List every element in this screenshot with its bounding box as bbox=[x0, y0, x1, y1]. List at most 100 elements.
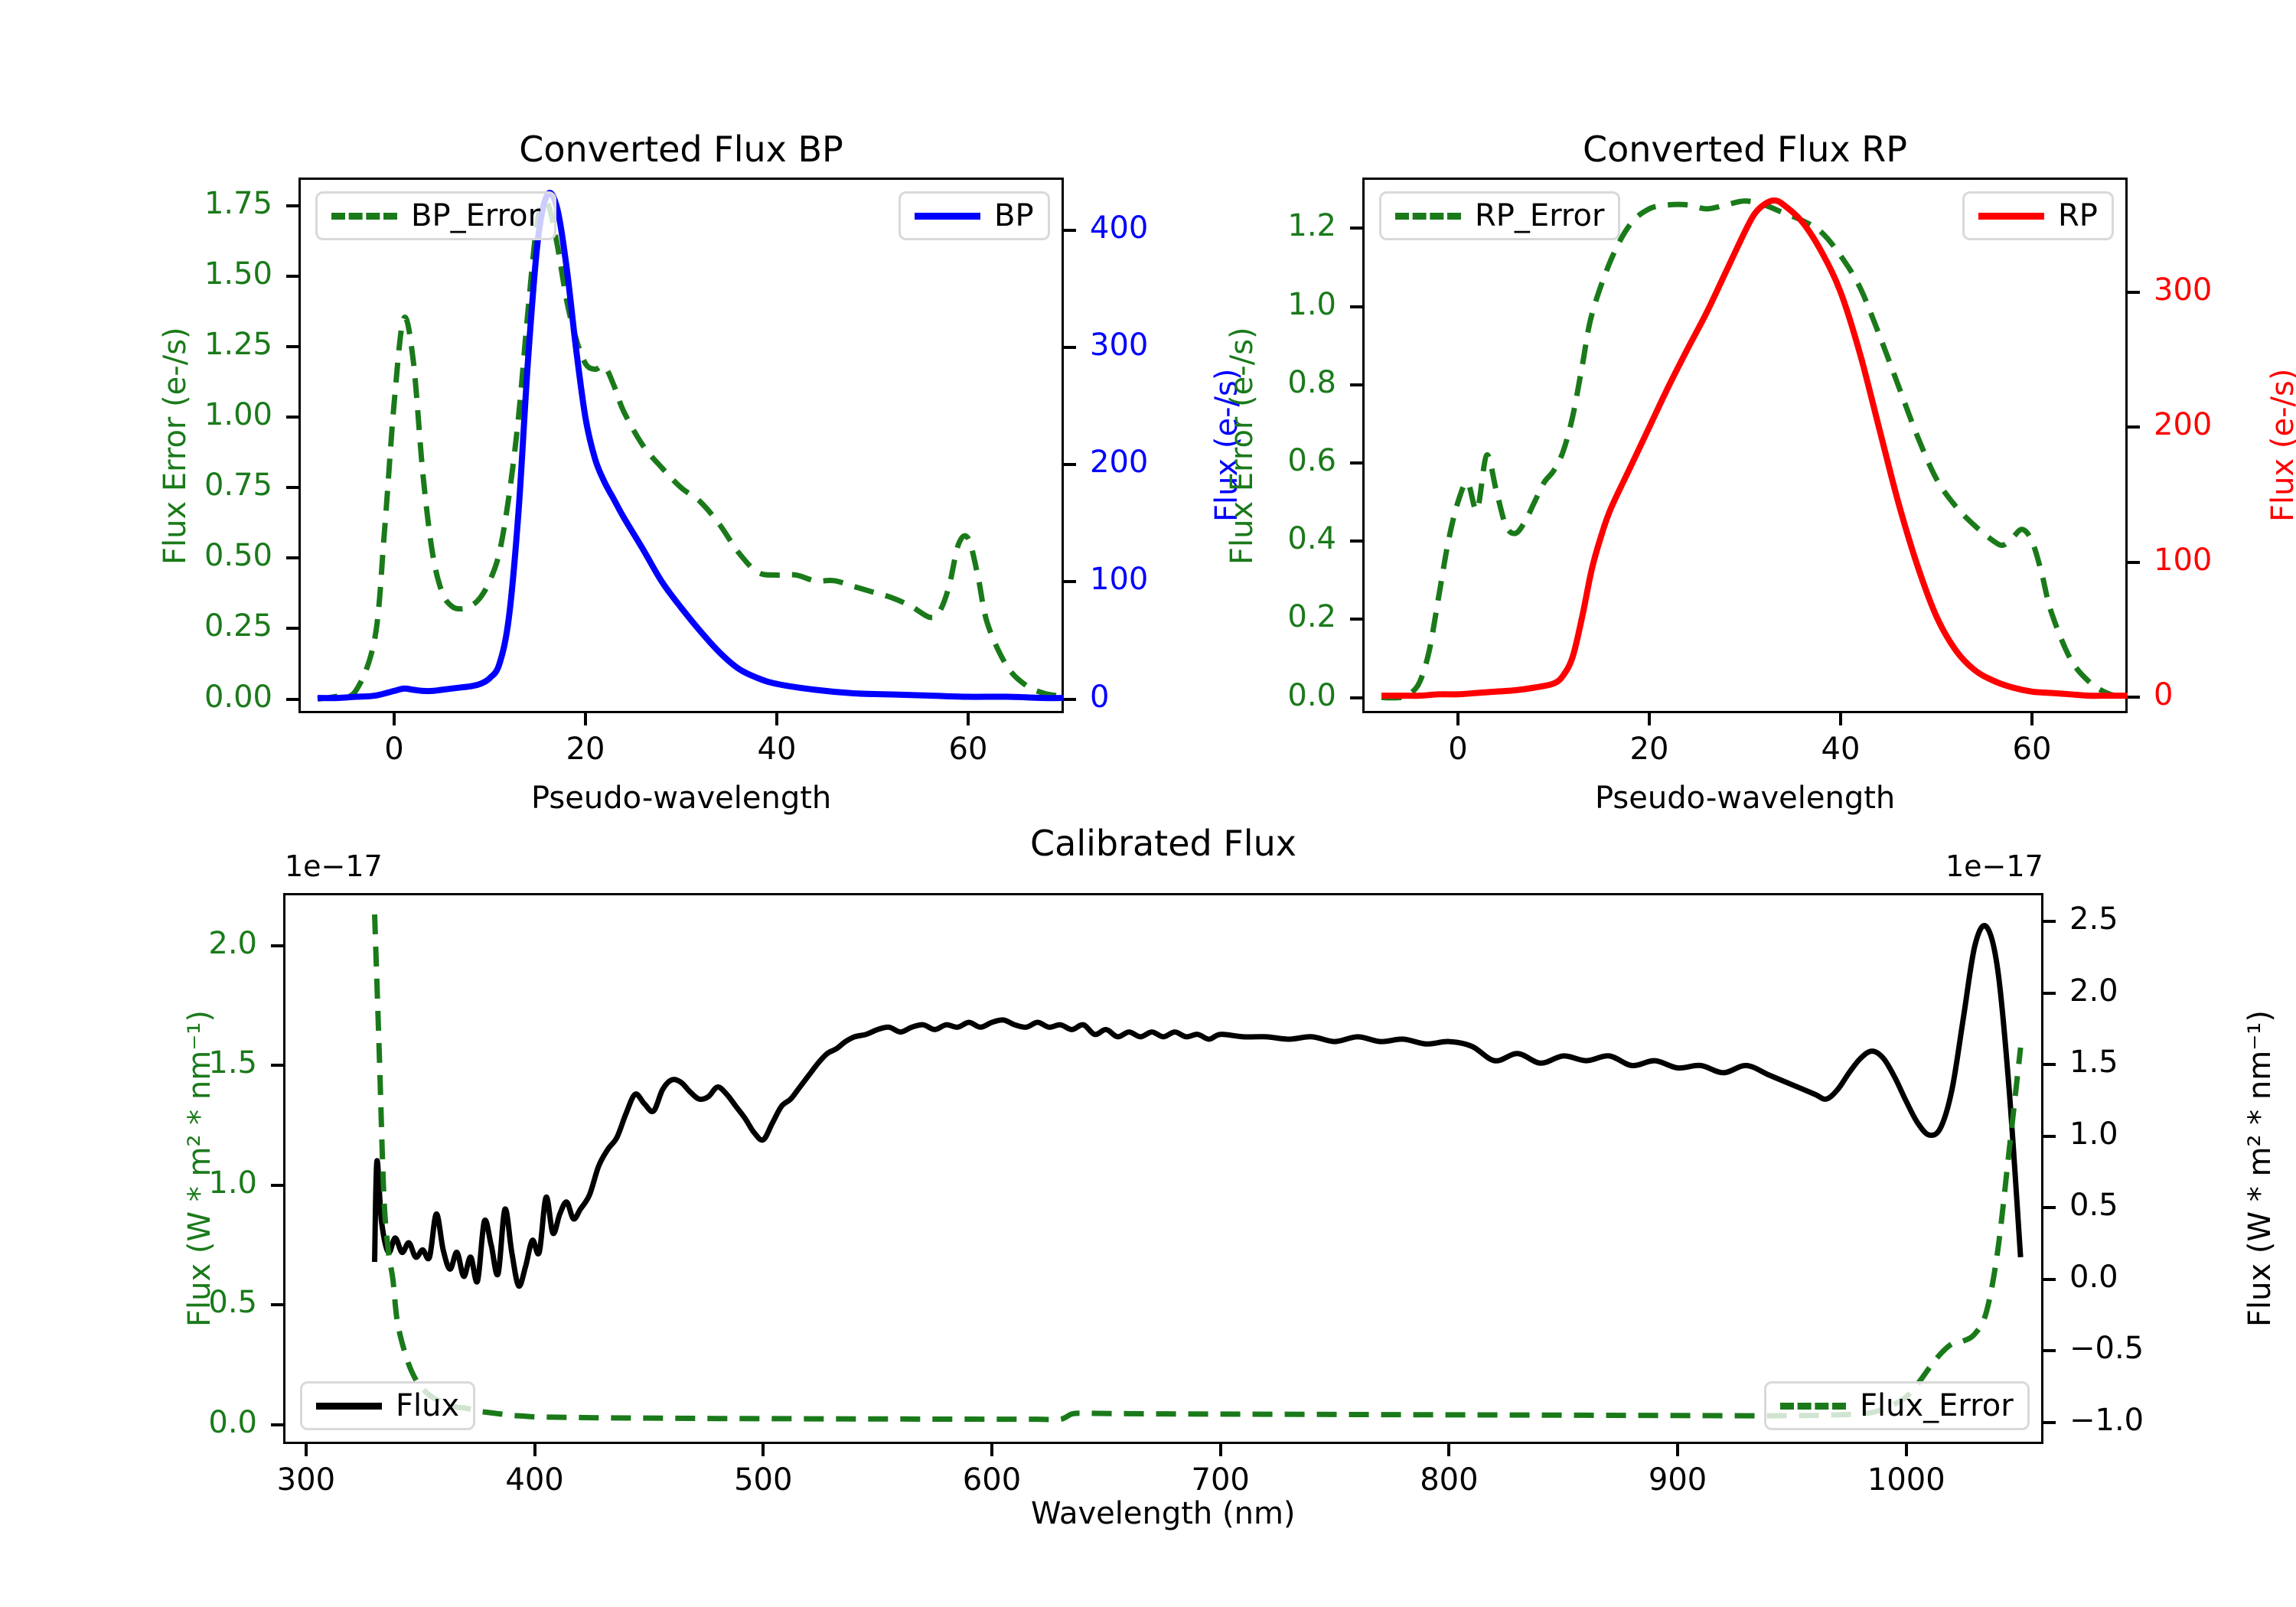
tick-label: 0.00 bbox=[204, 679, 272, 715]
tick-mark bbox=[1064, 463, 1076, 467]
tick-mark bbox=[2128, 290, 2140, 294]
tick-mark bbox=[584, 713, 587, 725]
tick-label: 40 bbox=[1821, 732, 1861, 767]
rp-legend-error[interactable]: RP_Error bbox=[1379, 191, 1621, 240]
tick-mark bbox=[2128, 425, 2140, 429]
tick-mark bbox=[271, 944, 283, 947]
tick-mark bbox=[1218, 1444, 1222, 1456]
tick-label: 300 bbox=[276, 1462, 336, 1498]
tick-mark bbox=[1350, 461, 1362, 464]
tick-label: 1.0 bbox=[208, 1165, 257, 1201]
tick-mark bbox=[1064, 697, 1076, 701]
tick-mark bbox=[2043, 1420, 2056, 1424]
tick-label: −0.5 bbox=[2069, 1331, 2144, 1367]
tick-label: 1.0 bbox=[2069, 1116, 2118, 1152]
series-flux bbox=[371, 923, 2024, 1289]
tick-mark bbox=[1350, 227, 1362, 230]
tick-mark bbox=[286, 556, 298, 560]
tick-label: 0.8 bbox=[1287, 364, 1336, 400]
cal-legend-flux[interactable]: Flux bbox=[300, 1381, 476, 1430]
tick-mark bbox=[286, 204, 298, 207]
tick-label: 200 bbox=[2154, 407, 2213, 443]
series-flux_error bbox=[371, 914, 2024, 1423]
tick-mark bbox=[1456, 713, 1459, 725]
bp-xlabel: Pseudo-wavelength bbox=[531, 781, 832, 816]
tick-label: 100 bbox=[2154, 542, 2213, 578]
tick-label: 0 bbox=[1090, 679, 1110, 715]
tick-label: 0 bbox=[2154, 676, 2174, 712]
cal-legend-flux-error[interactable]: Flux_Error bbox=[1764, 1381, 2030, 1430]
rp-panel-title: Converted Flux RP bbox=[1583, 129, 1907, 170]
bp-legend-bp[interactable]: BP bbox=[899, 191, 1050, 240]
rp-xlabel: Pseudo-wavelength bbox=[1595, 781, 1896, 816]
flux-error-swatch-dashed-line bbox=[1780, 1402, 1846, 1410]
tick-mark bbox=[1839, 713, 1842, 725]
bp-legend-bp-label: BP bbox=[994, 198, 1034, 233]
tick-mark bbox=[1064, 580, 1076, 584]
bp-panel-title: Converted Flux BP bbox=[519, 129, 843, 170]
bp-legend-error-label: BP_Error bbox=[411, 198, 541, 233]
tick-label: 1000 bbox=[1867, 1462, 1945, 1498]
tick-label: 1.2 bbox=[1287, 208, 1336, 244]
tick-label: 1.75 bbox=[204, 185, 272, 221]
tick-label: 60 bbox=[2012, 732, 2052, 767]
rp-error-swatch-dashed-line bbox=[1395, 212, 1461, 220]
tick-label: 0.5 bbox=[2069, 1188, 2118, 1224]
tick-mark bbox=[286, 486, 298, 490]
rp-legend-rp-label: RP bbox=[2058, 198, 2098, 233]
tick-mark bbox=[393, 713, 396, 725]
tick-mark bbox=[2043, 1206, 2056, 1210]
tick-mark bbox=[1350, 696, 1362, 699]
tick-mark bbox=[271, 1423, 283, 1426]
tick-mark bbox=[990, 1444, 993, 1456]
bp-swatch-solid-line bbox=[915, 212, 980, 220]
tick-label: 1.5 bbox=[2069, 1045, 2118, 1081]
tick-label: 40 bbox=[757, 732, 797, 767]
bp-error-swatch-dashed-line bbox=[331, 212, 397, 220]
tick-label: 0.0 bbox=[1287, 677, 1336, 713]
tick-mark bbox=[2043, 1134, 2056, 1138]
tick-label: 1.5 bbox=[208, 1045, 257, 1081]
cal-axes-frame bbox=[283, 893, 2043, 1444]
tick-mark bbox=[286, 697, 298, 701]
tick-label: 2.0 bbox=[208, 925, 257, 961]
tick-label: −1.0 bbox=[2069, 1402, 2144, 1438]
tick-mark bbox=[2128, 560, 2140, 564]
tick-mark bbox=[2030, 713, 2033, 725]
tick-label: 100 bbox=[1090, 562, 1149, 598]
tick-label: 0.2 bbox=[1287, 599, 1336, 635]
cal-panel-title: Calibrated Flux bbox=[1030, 823, 1296, 864]
bp-legend-error[interactable]: BP_Error bbox=[315, 191, 557, 240]
tick-mark bbox=[271, 1183, 283, 1187]
tick-label: 600 bbox=[962, 1462, 1022, 1498]
tick-mark bbox=[1904, 1444, 1908, 1456]
tick-mark bbox=[286, 345, 298, 349]
cal-legend-flux-label: Flux bbox=[396, 1388, 460, 1423]
tick-label: 0.6 bbox=[1287, 442, 1336, 478]
tick-mark bbox=[533, 1444, 536, 1456]
tick-label: 1.50 bbox=[204, 256, 272, 292]
tick-mark bbox=[2128, 695, 2140, 699]
tick-mark bbox=[286, 416, 298, 419]
tick-label: 1.0 bbox=[1287, 286, 1336, 322]
tick-mark bbox=[1064, 346, 1076, 350]
tick-mark bbox=[304, 1444, 308, 1456]
tick-label: 300 bbox=[2154, 272, 2213, 308]
tick-label: 1.25 bbox=[204, 327, 272, 363]
flux-swatch-solid-line bbox=[316, 1402, 382, 1410]
tick-mark bbox=[1064, 228, 1076, 232]
tick-mark bbox=[286, 274, 298, 278]
tick-mark bbox=[286, 627, 298, 631]
tick-mark bbox=[271, 1064, 283, 1068]
tick-label: 400 bbox=[505, 1462, 564, 1498]
cal-offset-right: 1e−17 bbox=[1945, 849, 2043, 883]
tick-mark bbox=[271, 1303, 283, 1307]
series-bp bbox=[317, 189, 1064, 702]
tick-mark bbox=[775, 713, 778, 725]
tick-label: 0 bbox=[384, 732, 404, 767]
rp-legend-rp[interactable]: RP bbox=[1962, 191, 2114, 240]
cal-ylabel-right: Flux (W * m² * nm⁻¹) bbox=[2242, 1010, 2278, 1327]
